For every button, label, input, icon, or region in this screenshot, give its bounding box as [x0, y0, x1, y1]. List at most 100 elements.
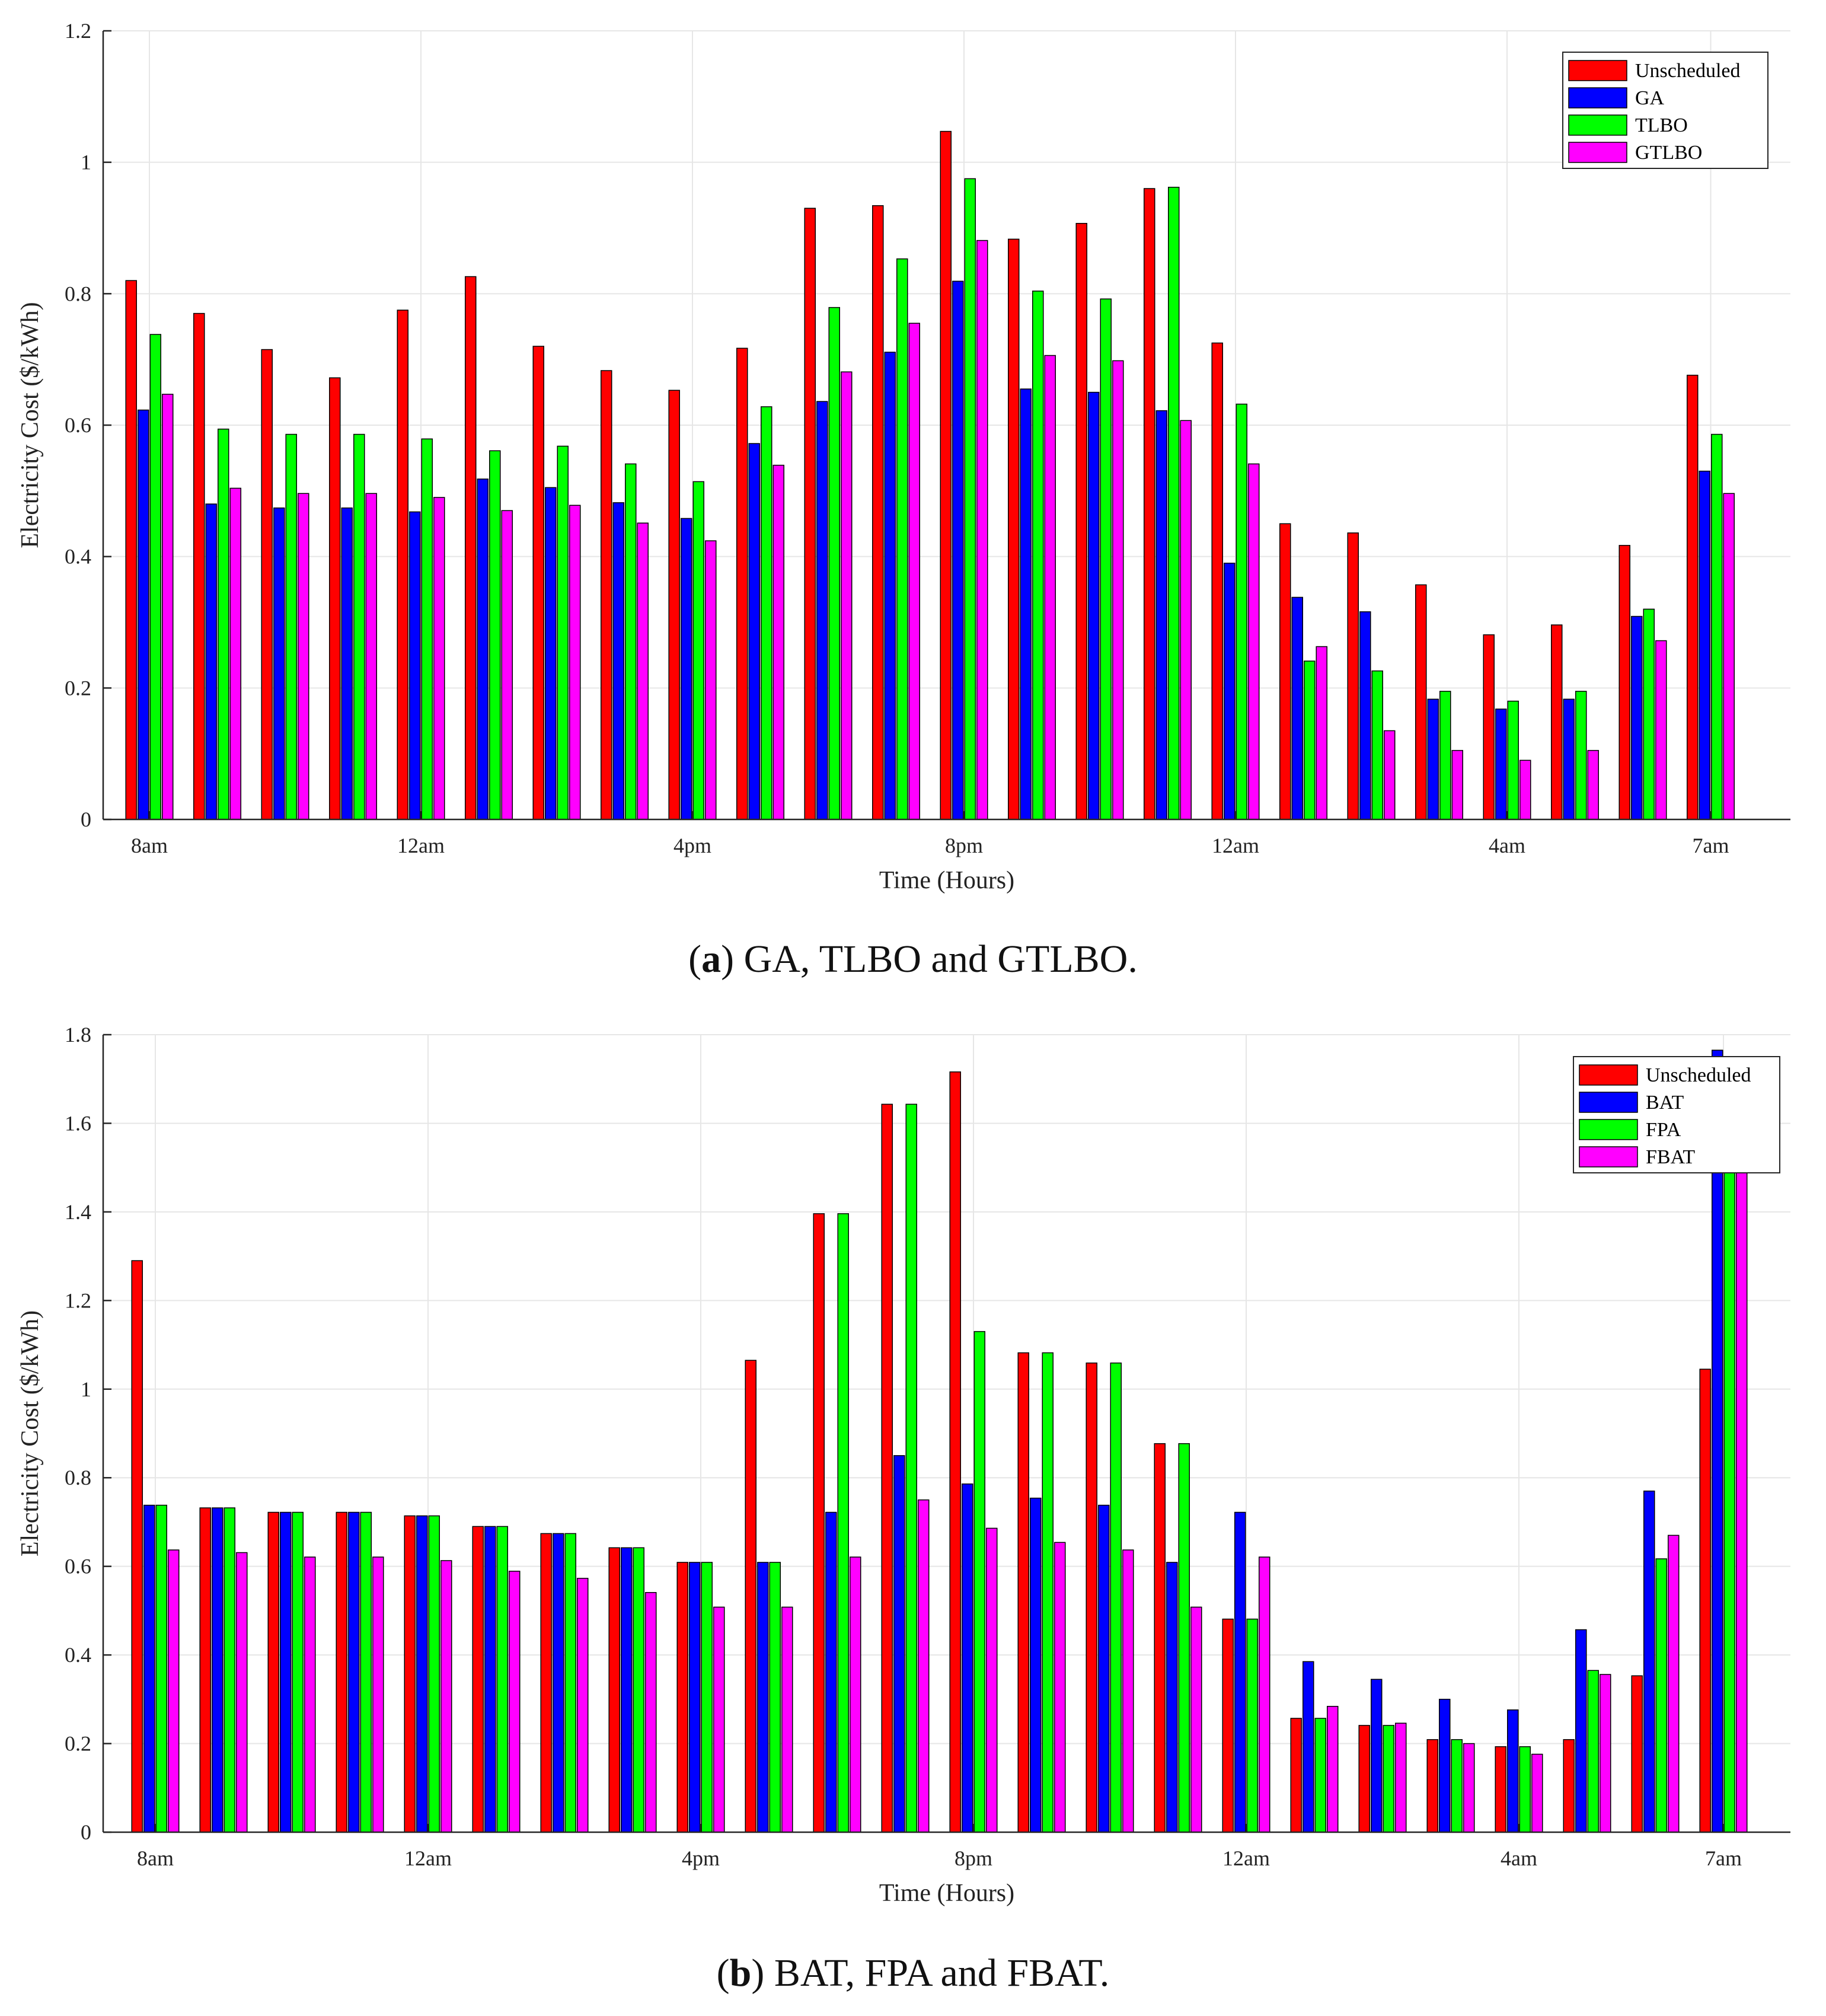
y-tick-label: 1	[81, 151, 91, 174]
bar-ga-13	[1020, 388, 1032, 820]
bar-fpa-13	[1042, 1352, 1054, 1833]
bar-fbat-4	[440, 1560, 452, 1833]
bar-unscheduled-22	[1631, 1675, 1643, 1833]
bar-tlbo-19	[1439, 691, 1451, 820]
bar-fpa-11	[905, 1103, 917, 1833]
bar-ga-9	[748, 443, 760, 820]
bar-fpa-0	[155, 1504, 167, 1833]
bar-tlbo-1	[218, 428, 229, 820]
y-tick-label: 1.4	[65, 1200, 91, 1224]
bar-fbat-13	[1054, 1542, 1066, 1833]
bar-bat-7	[621, 1547, 633, 1833]
bar-gtlbo-9	[772, 464, 784, 820]
bar-unscheduled-10	[813, 1213, 825, 1833]
bar-bat-8	[689, 1562, 701, 1833]
bar-unscheduled-23	[1687, 375, 1699, 820]
x-tick-label: 12am	[404, 1846, 452, 1870]
bar-tlbo-20	[1507, 700, 1519, 820]
legend-label-bat: BAT	[1646, 1092, 1684, 1114]
bar-gtlbo-8	[705, 540, 717, 820]
bar-tlbo-22	[1643, 608, 1655, 820]
bar-fpa-21	[1587, 1670, 1599, 1833]
bar-unscheduled-16	[1211, 342, 1223, 820]
bar-unscheduled-17	[1279, 523, 1291, 820]
bar-gtlbo-17	[1316, 646, 1327, 820]
bar-gtlbo-15	[1180, 420, 1192, 820]
bar-tlbo-10	[828, 307, 840, 820]
bar-fpa-20	[1519, 1746, 1531, 1833]
x-tick-label: 12am	[1212, 834, 1259, 857]
bar-gtlbo-18	[1384, 730, 1396, 820]
bar-ga-18	[1359, 611, 1371, 820]
bar-unscheduled-19	[1426, 1739, 1438, 1833]
caption-b: (b) BAT, FPA and FBAT.	[716, 1951, 1110, 1995]
bar-bat-19	[1439, 1699, 1451, 1833]
bar-fpa-19	[1451, 1739, 1463, 1833]
bar-ga-4	[409, 511, 421, 820]
bar-tlbo-7	[625, 463, 637, 820]
bar-bat-14	[1098, 1504, 1110, 1833]
x-tick-label: 4am	[1489, 834, 1525, 857]
y-tick-label: 1.6	[65, 1111, 91, 1135]
legend-swatch-unscheduled	[1568, 60, 1627, 81]
bar-ga-19	[1427, 698, 1439, 820]
x-tick-label: 12am	[397, 834, 445, 857]
legend-swatch-ga	[1568, 87, 1627, 109]
bar-ga-11	[884, 352, 896, 820]
bar-bat-22	[1643, 1490, 1655, 1833]
bar-fbat-21	[1600, 1674, 1611, 1833]
bar-gtlbo-5	[501, 510, 513, 820]
bar-fpa-4	[428, 1515, 440, 1833]
bar-tlbo-9	[761, 406, 772, 820]
bar-fbat-19	[1463, 1743, 1475, 1833]
bar-bat-13	[1030, 1497, 1042, 1833]
bar-fpa-23	[1723, 1145, 1735, 1833]
bar-unscheduled-13	[1008, 238, 1020, 820]
bar-tlbo-16	[1236, 403, 1247, 820]
y-tick-label: 0	[81, 808, 91, 831]
bar-gtlbo-7	[637, 522, 649, 820]
bar-fpa-8	[701, 1562, 713, 1833]
x-tick-label: 7am	[1705, 1846, 1742, 1870]
bar-ga-17	[1291, 596, 1303, 820]
bar-ga-1	[205, 503, 217, 820]
bar-tlbo-8	[692, 481, 704, 820]
bar-fbat-23	[1736, 1167, 1748, 1833]
y-tick-label: 1.8	[65, 1023, 91, 1047]
bar-fpa-17	[1314, 1718, 1326, 1833]
bar-bat-3	[348, 1511, 360, 1833]
legend-label-fbat: FBAT	[1646, 1146, 1695, 1168]
bar-unscheduled-11	[881, 1103, 893, 1833]
bar-fpa-15	[1178, 1443, 1190, 1833]
bar-unscheduled-2	[261, 349, 273, 820]
bar-ga-21	[1563, 698, 1575, 820]
bar-fbat-7	[645, 1592, 657, 1833]
bar-unscheduled-7	[601, 370, 612, 820]
bar-ga-10	[816, 401, 828, 820]
bar-fpa-14	[1110, 1362, 1122, 1833]
chart-panel-a: 0 0.2 0.4 0.6 0.8 1 1.2 8am 12am 4pm 8pm 12am 4am 7am…	[17, 19, 1790, 894]
y-tick-label: 1	[81, 1377, 91, 1401]
bar-bat-5	[484, 1526, 496, 1833]
bar-gtlbo-11	[908, 323, 920, 820]
bar-tlbo-23	[1711, 433, 1723, 820]
bar-ga-20	[1495, 709, 1507, 820]
bar-bat-12	[962, 1483, 973, 1833]
caption-b-text: BAT, FPA and FBAT.	[764, 1951, 1110, 1995]
bar-fpa-1	[224, 1507, 235, 1833]
bar-bat-10	[825, 1511, 837, 1833]
legend-label-gtlbo: GTLBO	[1635, 142, 1702, 164]
bar-unscheduled-8	[668, 390, 680, 820]
bar-ga-15	[1155, 410, 1167, 820]
bar-unscheduled-14	[1075, 222, 1087, 820]
bar-unscheduled-5	[465, 276, 477, 820]
bar-ga-16	[1224, 563, 1236, 820]
bar-fbat-9	[781, 1606, 793, 1833]
bar-unscheduled-15	[1144, 188, 1155, 820]
bar-unscheduled-6	[532, 346, 544, 820]
bar-ga-22	[1631, 615, 1643, 820]
x-tick-label: 4pm	[682, 1846, 720, 1870]
x-axis-title: Time (Hours)	[879, 1880, 1014, 1907]
legend-label-unscheduled: Unscheduled	[1635, 60, 1741, 82]
